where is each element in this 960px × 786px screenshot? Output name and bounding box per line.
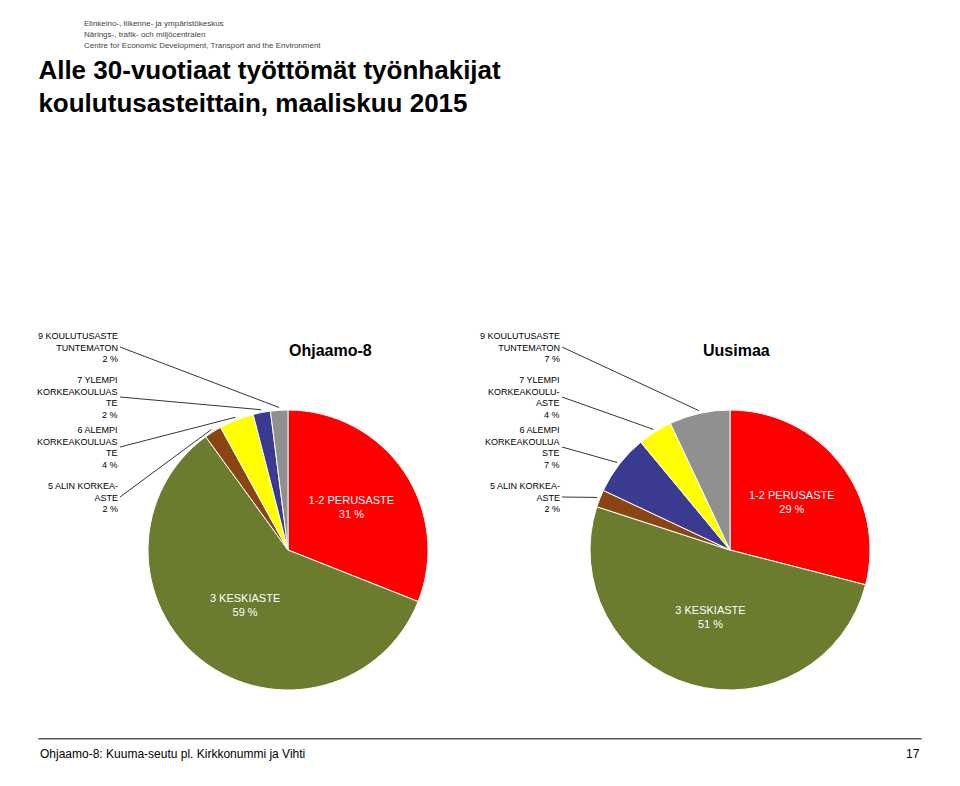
- svg-text:1-2 PERUSASTE29 %: 1-2 PERUSASTE29 %: [749, 489, 835, 515]
- svg-text:3 KESKIASTE59 %: 3 KESKIASTE59 %: [210, 592, 280, 618]
- svg-text:Ohjaamo-8: Kuuma-seutu pl. Kir: Ohjaamo-8: Kuuma-seutu pl. Kirkkonummi j…: [40, 747, 305, 761]
- svg-text:7 YLEMPIKORKEAKOULU-ASTE4 %: 7 YLEMPIKORKEAKOULU-ASTE4 %: [488, 375, 560, 420]
- svg-text:Ohjaamo-8: Ohjaamo-8: [289, 342, 372, 359]
- svg-text:5 ALIN KORKEA-ASTE2 %: 5 ALIN KORKEA-ASTE2 %: [48, 481, 118, 514]
- svg-text:6 ALEMPIKORKEAKOULUASTE7 %: 6 ALEMPIKORKEAKOULUASTE7 %: [485, 425, 560, 470]
- svg-text:Närings-, trafik- och miljöcen: Närings-, trafik- och miljöcentralen: [84, 30, 205, 39]
- svg-text:9 KOULUTUSASTETUNTEMATON7 %: 9 KOULUTUSASTETUNTEMATON7 %: [480, 331, 560, 364]
- svg-text:Elinkeino-, liikenne- ja ympär: Elinkeino-, liikenne- ja ympäristökeskus: [84, 19, 224, 28]
- svg-text:6 ALEMPIKORKEAKOULUASTE4 %: 6 ALEMPIKORKEAKOULUASTE4 %: [37, 425, 118, 470]
- svg-text:1-2 PERUSASTE31 %: 1-2 PERUSASTE31 %: [309, 494, 395, 520]
- svg-text:17: 17: [906, 747, 920, 761]
- svg-text:9 KOULUTUSASTETUNTEMATON2 %: 9 KOULUTUSASTETUNTEMATON2 %: [38, 331, 118, 364]
- svg-text:Uusimaa: Uusimaa: [703, 342, 770, 359]
- svg-text:7 YLEMPIKORKEAKOULUASTE2 %: 7 YLEMPIKORKEAKOULUASTE2 %: [37, 375, 118, 420]
- svg-text:Centre for Economic Developmen: Centre for Economic Development, Transpo…: [84, 41, 321, 50]
- svg-text:Alle 30-vuotiaat työttömät työ: Alle 30-vuotiaat työttömät työnhakijatko…: [38, 55, 501, 119]
- svg-text:3 KESKIASTE51 %: 3 KESKIASTE51 %: [675, 604, 745, 630]
- svg-text:5 ALIN KORKEA-ASTE2 %: 5 ALIN KORKEA-ASTE2 %: [490, 481, 560, 514]
